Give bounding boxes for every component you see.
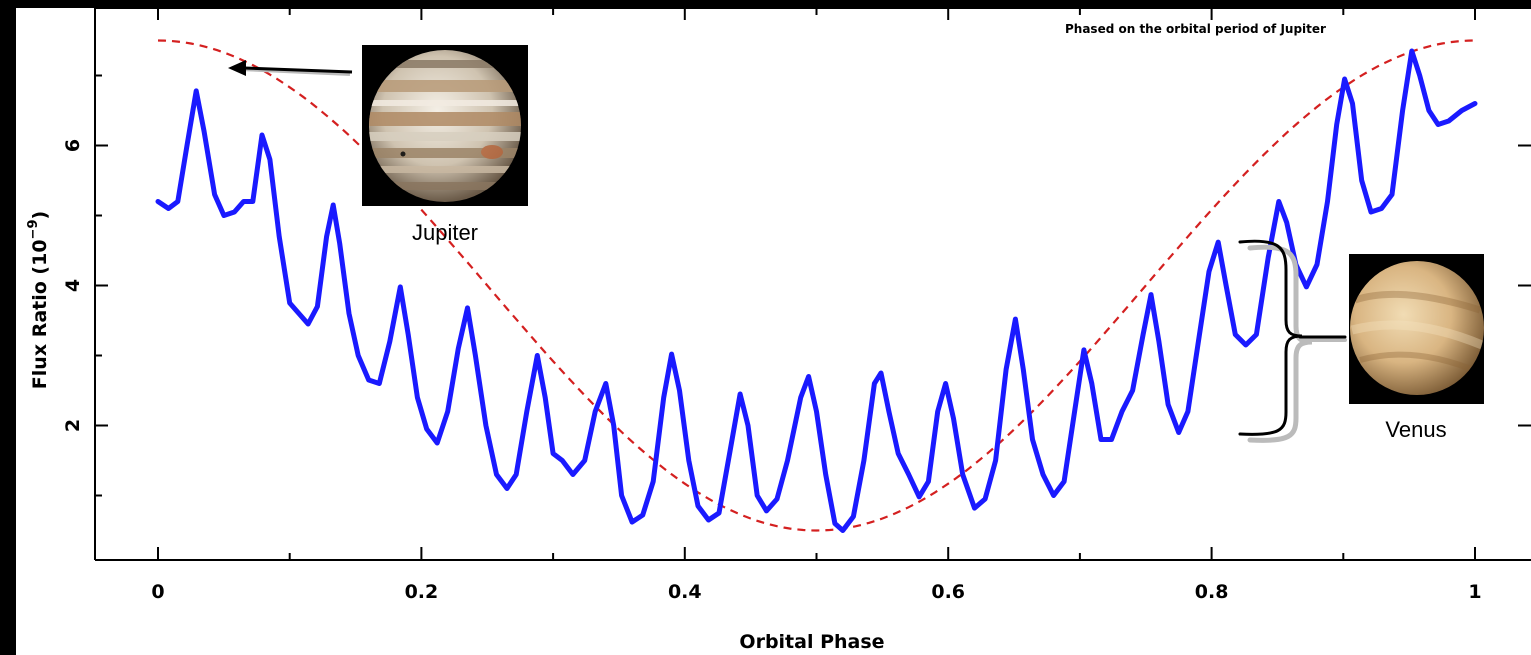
y-axis-title-close: ) (29, 211, 51, 220)
x-tick-label: 0.8 (1195, 581, 1229, 603)
jupiter-label: Jupiter (412, 220, 478, 245)
x-axis-title: Orbital Phase (739, 631, 884, 653)
x-tick-label: 0.4 (668, 581, 702, 603)
x-tick-label: 0.6 (931, 581, 965, 603)
chart-background (16, 8, 1531, 655)
jupiter-arrow (228, 60, 353, 76)
y-tick-label: 2 (62, 419, 84, 432)
y-tick-label: 4 (62, 279, 84, 292)
chart-annotation: Phased on the orbital period of Jupiter (1065, 22, 1326, 36)
y-tick-label: 6 (62, 139, 84, 152)
x-tick-label: 0 (151, 581, 164, 603)
flux-ratio-line (155, 48, 1478, 533)
x-tick-label: 1 (1468, 581, 1481, 603)
venus-image (1349, 254, 1484, 404)
y-axis-title-exponent: −9 (26, 220, 41, 240)
tick-labels: 0 0.2 0.4 0.6 0.8 1 2 4 6 (62, 139, 1482, 603)
venus-label: Venus (1385, 417, 1446, 442)
venus-brace (1238, 239, 1347, 443)
y-axis-title-main: Flux Ratio (10 (29, 239, 51, 389)
plot-frame (94, 7, 1531, 561)
y-axis-title: Flux Ratio (10−9) (26, 211, 51, 389)
axis-ticks (95, 8, 1531, 560)
x-tick-label: 0.2 (405, 581, 439, 603)
jupiter-image (362, 45, 528, 206)
